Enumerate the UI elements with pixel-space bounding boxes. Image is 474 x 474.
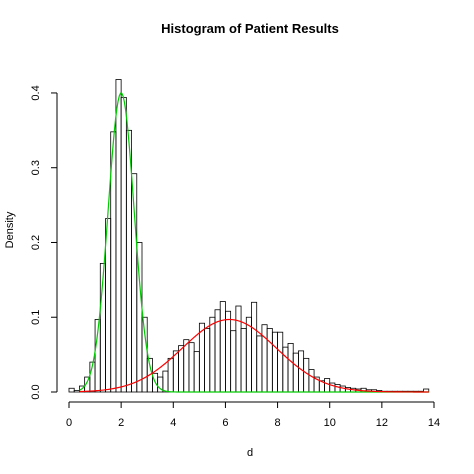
density-curve (79, 92, 429, 393)
histogram-bar (308, 369, 315, 393)
histogram-bar (324, 378, 331, 393)
histogram-bar (136, 242, 143, 393)
histogram-bar (303, 357, 310, 393)
density-curve (79, 318, 429, 393)
histogram-bar (230, 330, 237, 393)
histogram-bar (271, 331, 278, 393)
y-tick-label: 0.4 (30, 85, 42, 100)
histogram-bar (287, 342, 294, 393)
x-tick-label: 10 (324, 417, 336, 429)
x-tick-label: 12 (376, 417, 388, 429)
histogram-bar (193, 351, 200, 393)
x-tick-label: 8 (275, 417, 281, 429)
histogram-bar (73, 390, 80, 393)
histogram-bar (245, 316, 252, 393)
y-tick-label: 0.3 (30, 160, 42, 175)
histogram-bar (256, 335, 263, 393)
chart-title: Histogram of Patient Results (161, 21, 339, 36)
histogram-bar (120, 97, 127, 393)
x-axis-label: d (247, 447, 253, 459)
histogram-bar (277, 331, 284, 393)
histogram-bar (261, 324, 268, 393)
density-curves (79, 92, 429, 393)
histogram-bar (183, 339, 190, 393)
histogram-bar (198, 322, 205, 393)
y-tick-label: 0.1 (30, 310, 42, 325)
histogram-bar (105, 218, 112, 393)
y-axis: 0.0 0.1 0.2 0.3 0.4 (30, 85, 58, 400)
histogram-bar (178, 345, 185, 393)
histogram-bar (334, 384, 341, 393)
histogram-bar (68, 387, 75, 393)
histogram-bar (162, 370, 169, 393)
histogram-bar (292, 352, 299, 393)
y-axis-label: Density (4, 211, 16, 248)
x-tick-label: 2 (118, 417, 124, 429)
x-tick-label: 14 (428, 417, 440, 429)
histogram-bar (188, 342, 195, 393)
histogram-bar (115, 79, 122, 393)
histogram-bar (282, 346, 289, 393)
x-tick-label: 4 (170, 417, 176, 429)
histogram-bar (172, 350, 179, 393)
x-tick-label: 0 (66, 417, 72, 429)
x-axis: 0 2 4 6 8 10 12 14 (66, 401, 440, 429)
histogram-bar (204, 328, 211, 393)
histogram-bar (209, 316, 216, 393)
y-tick-label: 0.2 (30, 235, 42, 250)
histogram-bar (167, 357, 174, 393)
histogram-bar (266, 328, 273, 393)
histogram-bar (251, 301, 258, 393)
histogram-bar (235, 305, 242, 393)
histogram-bar (219, 301, 226, 393)
histogram-bar (225, 310, 232, 393)
y-tick-label: 0.0 (30, 384, 42, 399)
histogram-bar (240, 328, 247, 393)
histogram-bars (68, 79, 430, 393)
x-tick-label: 6 (222, 417, 228, 429)
